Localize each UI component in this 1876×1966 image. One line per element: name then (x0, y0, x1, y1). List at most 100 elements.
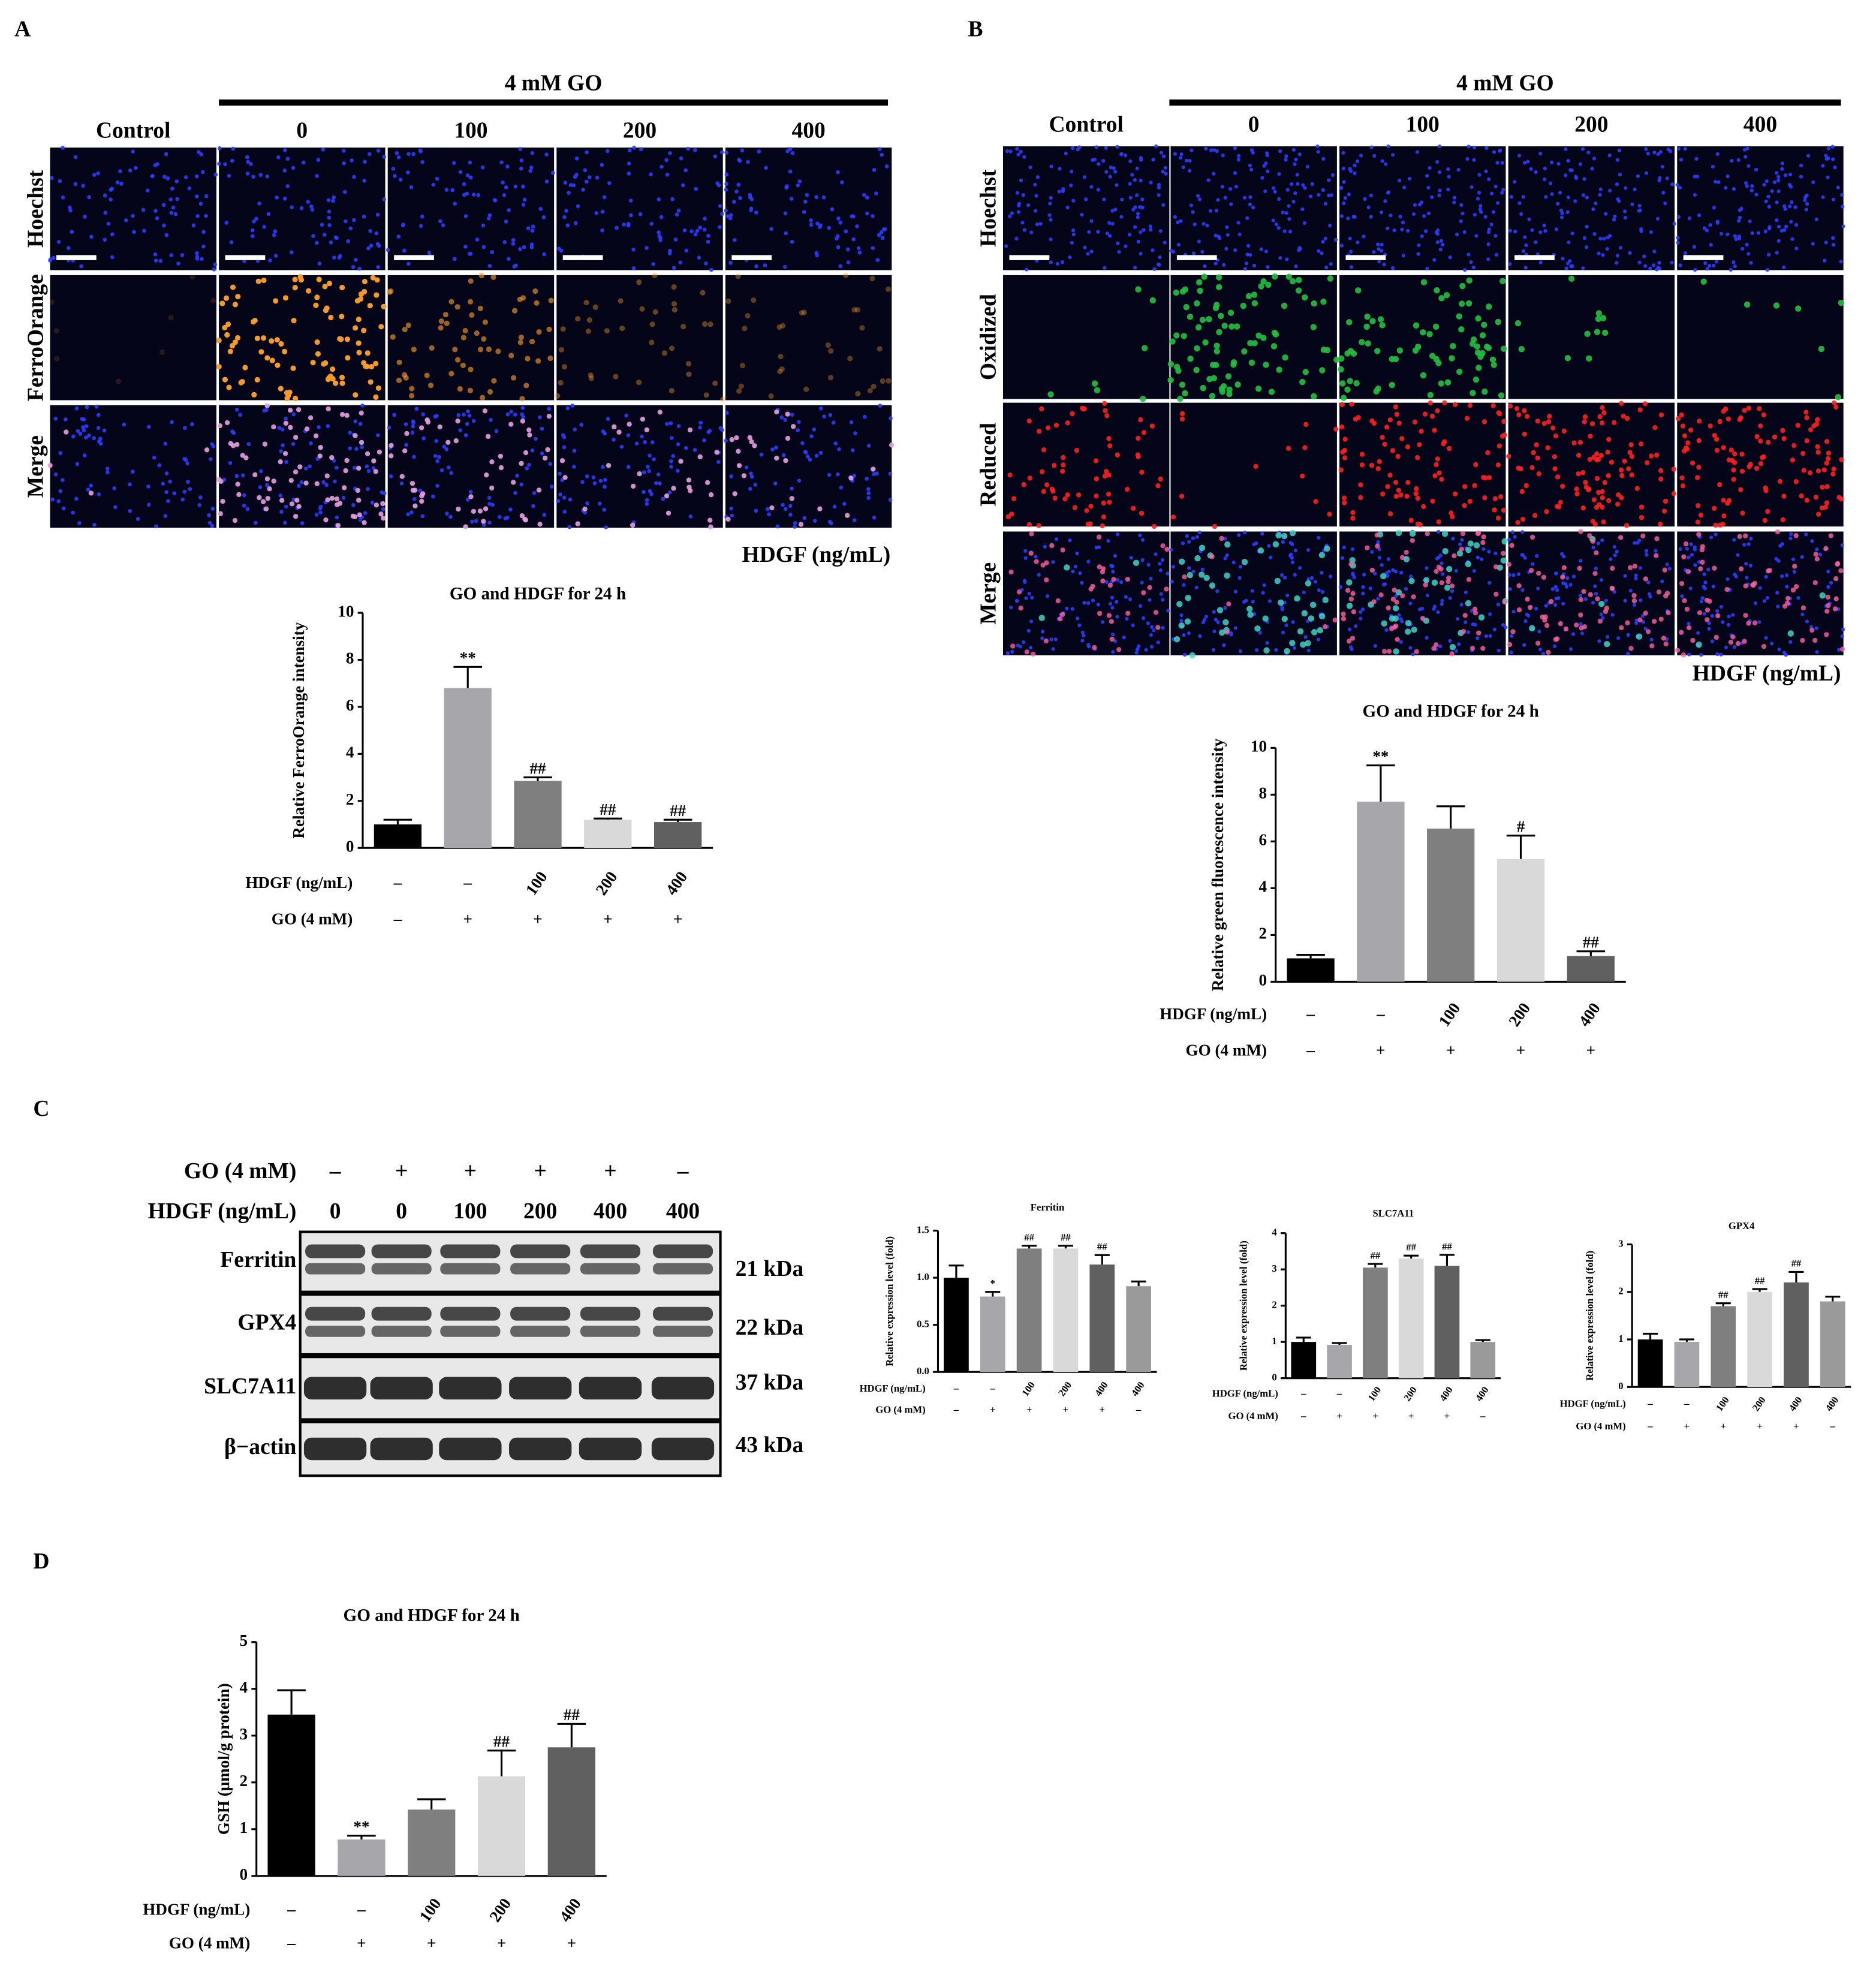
cell (1456, 617, 1460, 621)
cell (418, 148, 423, 153)
cell (414, 407, 419, 411)
cell (679, 156, 683, 161)
cell (161, 203, 166, 207)
cell (1465, 547, 1472, 553)
cell (1212, 523, 1218, 529)
cell (1284, 623, 1288, 628)
cell (799, 310, 805, 316)
cell (1499, 278, 1506, 285)
significance: ## (564, 1706, 580, 1724)
cell (1116, 578, 1120, 582)
cell (1341, 166, 1345, 171)
cell (1038, 615, 1045, 621)
cell (1395, 453, 1401, 459)
cell (1411, 652, 1415, 657)
cell (1358, 495, 1363, 501)
cell (1510, 629, 1516, 634)
cell (1341, 616, 1347, 622)
cell (110, 255, 115, 260)
cell (1813, 495, 1819, 500)
cell (466, 409, 470, 414)
cell (583, 510, 588, 515)
cell (1599, 578, 1604, 582)
cell (1731, 477, 1736, 482)
cell (341, 495, 346, 500)
cell (1281, 615, 1288, 622)
cell (1631, 598, 1637, 604)
cell (564, 209, 568, 213)
cell (359, 439, 365, 445)
cell (1076, 492, 1082, 498)
cell (1341, 495, 1347, 501)
cell (1492, 627, 1496, 632)
cell (393, 174, 397, 178)
cell (1242, 531, 1247, 535)
cell (1561, 565, 1567, 570)
cell (331, 198, 335, 203)
cell (1251, 600, 1255, 604)
cell (646, 465, 650, 469)
cell (1829, 580, 1833, 585)
cell (1752, 620, 1758, 626)
cell (725, 411, 729, 415)
cell (468, 490, 473, 494)
cell (1783, 173, 1788, 177)
cell (1839, 260, 1843, 264)
cell (88, 490, 94, 496)
cell (707, 321, 713, 327)
cell (1639, 229, 1643, 233)
cell (785, 149, 790, 153)
cell (1523, 619, 1528, 624)
cell (1535, 455, 1540, 460)
cell (1291, 200, 1296, 204)
cell (1626, 652, 1630, 656)
cell (351, 264, 356, 269)
cell (1413, 203, 1417, 207)
cell (1436, 228, 1440, 233)
cell (1128, 195, 1133, 200)
cell (1346, 319, 1353, 326)
cell (1316, 637, 1321, 642)
cell (1133, 266, 1137, 270)
cell (1833, 596, 1839, 601)
cell (1049, 260, 1053, 264)
cell (456, 506, 461, 512)
cell (529, 339, 535, 345)
cell (1342, 455, 1348, 460)
cell (1011, 496, 1017, 501)
cell (1836, 185, 1840, 189)
cell (1306, 577, 1311, 582)
condition-value: 400 (594, 1199, 627, 1224)
cell (1473, 213, 1477, 217)
cell (1446, 187, 1450, 192)
cell (1486, 230, 1491, 234)
cell (1381, 620, 1387, 627)
cell (1739, 468, 1745, 474)
cell (264, 403, 270, 408)
cell (487, 502, 492, 506)
cell (1792, 570, 1796, 574)
cell (53, 328, 59, 334)
band (580, 1306, 641, 1321)
cell (1651, 619, 1657, 624)
cell (1285, 273, 1292, 280)
cell (886, 378, 892, 384)
cell (92, 522, 97, 527)
cell (1738, 415, 1743, 420)
condition-value: 100 (522, 868, 551, 899)
cell (338, 336, 344, 342)
condition-value: – (1336, 1388, 1342, 1399)
cell (1148, 224, 1153, 228)
cell (146, 484, 150, 489)
cell (1764, 574, 1768, 579)
cell (603, 484, 607, 489)
cell (1534, 240, 1538, 245)
cell (1483, 344, 1490, 350)
cell (1193, 366, 1200, 374)
cell (720, 396, 726, 402)
band (439, 1377, 502, 1400)
cell (304, 426, 310, 432)
cell (1339, 186, 1344, 190)
cell (1405, 444, 1411, 450)
cell (1313, 499, 1318, 504)
